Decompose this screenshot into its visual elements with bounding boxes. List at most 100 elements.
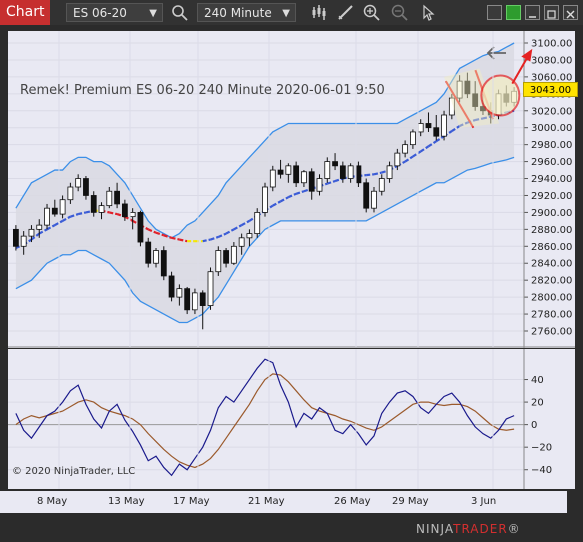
instrument-select-value: ES 06-20 <box>73 6 127 20</box>
candle-body <box>394 152 401 167</box>
midline-segment <box>217 232 227 238</box>
candle-body <box>215 250 222 273</box>
date-label: 8 May <box>37 496 68 507</box>
annotation-fill <box>444 68 500 128</box>
osc-tick-label: −40 <box>531 465 552 476</box>
menu-square-icon[interactable] <box>487 5 502 20</box>
price-chart-svg[interactable]: 3100.003080.003060.003040.003020.003000.… <box>8 31 575 348</box>
interval-select[interactable]: 240 Minute ▼ <box>197 3 296 22</box>
zoom-out-icon[interactable] <box>390 3 410 22</box>
midline-segment <box>54 219 64 227</box>
candle-body <box>386 165 393 179</box>
candle-body <box>168 275 175 298</box>
link-green-icon[interactable] <box>506 5 521 20</box>
price-panel[interactable]: 3100.003080.003060.003040.003020.003000.… <box>8 31 575 348</box>
candle-body <box>347 165 354 179</box>
candle-body <box>12 228 19 247</box>
osc-fast-line <box>15 358 515 477</box>
drawing-tool-icon[interactable] <box>336 3 356 22</box>
maximize-icon[interactable] <box>544 5 559 20</box>
candle-body <box>59 199 66 215</box>
midline-segment <box>171 236 180 241</box>
midline-segment <box>163 234 172 239</box>
bar-type-icon[interactable] <box>310 3 330 22</box>
price-tick-label: 2900.00 <box>531 208 572 219</box>
chart-title: Remek! Premium ES 06-20 240 Minute 2020-… <box>20 83 385 98</box>
candle-body <box>223 250 229 264</box>
candle-body <box>207 271 214 306</box>
last-price-tag: 3043.00 <box>523 82 578 97</box>
midline-segment <box>420 145 430 153</box>
candle-body <box>441 114 447 137</box>
candle-body <box>176 288 183 298</box>
price-tick-label: 2780.00 <box>531 310 572 321</box>
search-icon[interactable] <box>170 3 190 22</box>
oscillator-chart-svg[interactable]: 40 20 0 −20 −40 <box>8 349 575 489</box>
price-tick-label: 2760.00 <box>531 327 572 338</box>
minimize-icon[interactable] <box>525 5 540 20</box>
midline-segment <box>109 211 118 216</box>
osc-tick-label: 40 <box>531 375 544 386</box>
candle-body <box>339 165 346 179</box>
tab-chart[interactable]: Chart <box>0 0 50 25</box>
candle-body <box>145 241 152 264</box>
candle-body <box>293 165 300 184</box>
oscillator-panel[interactable]: 40 20 0 −20 −40 © 2020 NinjaTrader, LLC <box>8 349 575 489</box>
pointer-icon[interactable] <box>418 3 438 22</box>
chart-area[interactable]: 3100.003080.003060.003040.003020.003000.… <box>8 31 578 491</box>
candle-body <box>456 80 463 99</box>
candle-body <box>98 205 105 213</box>
midline-segment <box>202 238 211 243</box>
candle-body <box>114 190 120 205</box>
midline-segment <box>241 219 250 227</box>
candle-body <box>36 224 43 230</box>
candle-body <box>464 80 471 95</box>
midline-segment <box>459 121 468 128</box>
price-tick-label: 2840.00 <box>531 259 572 270</box>
midline-segment <box>46 224 56 231</box>
price-tick-label: 2820.00 <box>531 276 572 287</box>
annotation-arrow <box>511 55 530 85</box>
instrument-select[interactable]: ES 06-20 ▼ <box>66 3 163 22</box>
midline-segment <box>287 192 297 199</box>
price-tick-label: 3060.00 <box>531 72 572 83</box>
lower-band-line <box>15 156 515 324</box>
zoom-in-icon[interactable] <box>362 3 382 22</box>
candle-body <box>308 171 315 192</box>
candle-body <box>363 182 370 209</box>
price-tick-label: 2800.00 <box>531 293 572 304</box>
candle-body <box>106 190 113 207</box>
midline-segment <box>467 119 476 124</box>
osc-tick-label: −20 <box>531 443 552 454</box>
midline-segment <box>155 231 165 237</box>
midline-segment <box>77 211 87 216</box>
candle-body <box>83 178 89 196</box>
midline-segment <box>179 238 188 243</box>
midline-segment <box>435 135 445 143</box>
midline-segment <box>272 200 282 207</box>
candle-body <box>254 212 261 234</box>
candle-body <box>153 250 159 264</box>
price-tick-label: 3000.00 <box>531 123 572 134</box>
annotation-circle <box>480 74 521 117</box>
candle-body <box>332 161 338 167</box>
close-icon[interactable] <box>563 5 578 20</box>
candle-body <box>199 292 206 306</box>
candle-body <box>262 186 268 213</box>
midline-segment <box>334 177 344 183</box>
date-label: 29 May <box>392 496 429 507</box>
midline-segment <box>295 190 305 195</box>
logo-part1: NINJA <box>416 522 454 536</box>
midline-segment <box>38 228 48 235</box>
interval-select-value: 240 Minute <box>204 6 272 20</box>
candle-body <box>402 144 409 154</box>
candle-body <box>355 165 362 184</box>
time-axis[interactable]: 8 May 13 May 17 May 21 May 26 May 29 May… <box>0 491 567 513</box>
osc-tick-label: 20 <box>531 398 544 409</box>
midline-segment <box>427 140 437 148</box>
candle-body <box>316 178 323 192</box>
candle-body <box>472 93 479 107</box>
upper-band-line <box>15 42 515 239</box>
midline-segment <box>147 228 157 234</box>
candle-body <box>448 97 455 116</box>
